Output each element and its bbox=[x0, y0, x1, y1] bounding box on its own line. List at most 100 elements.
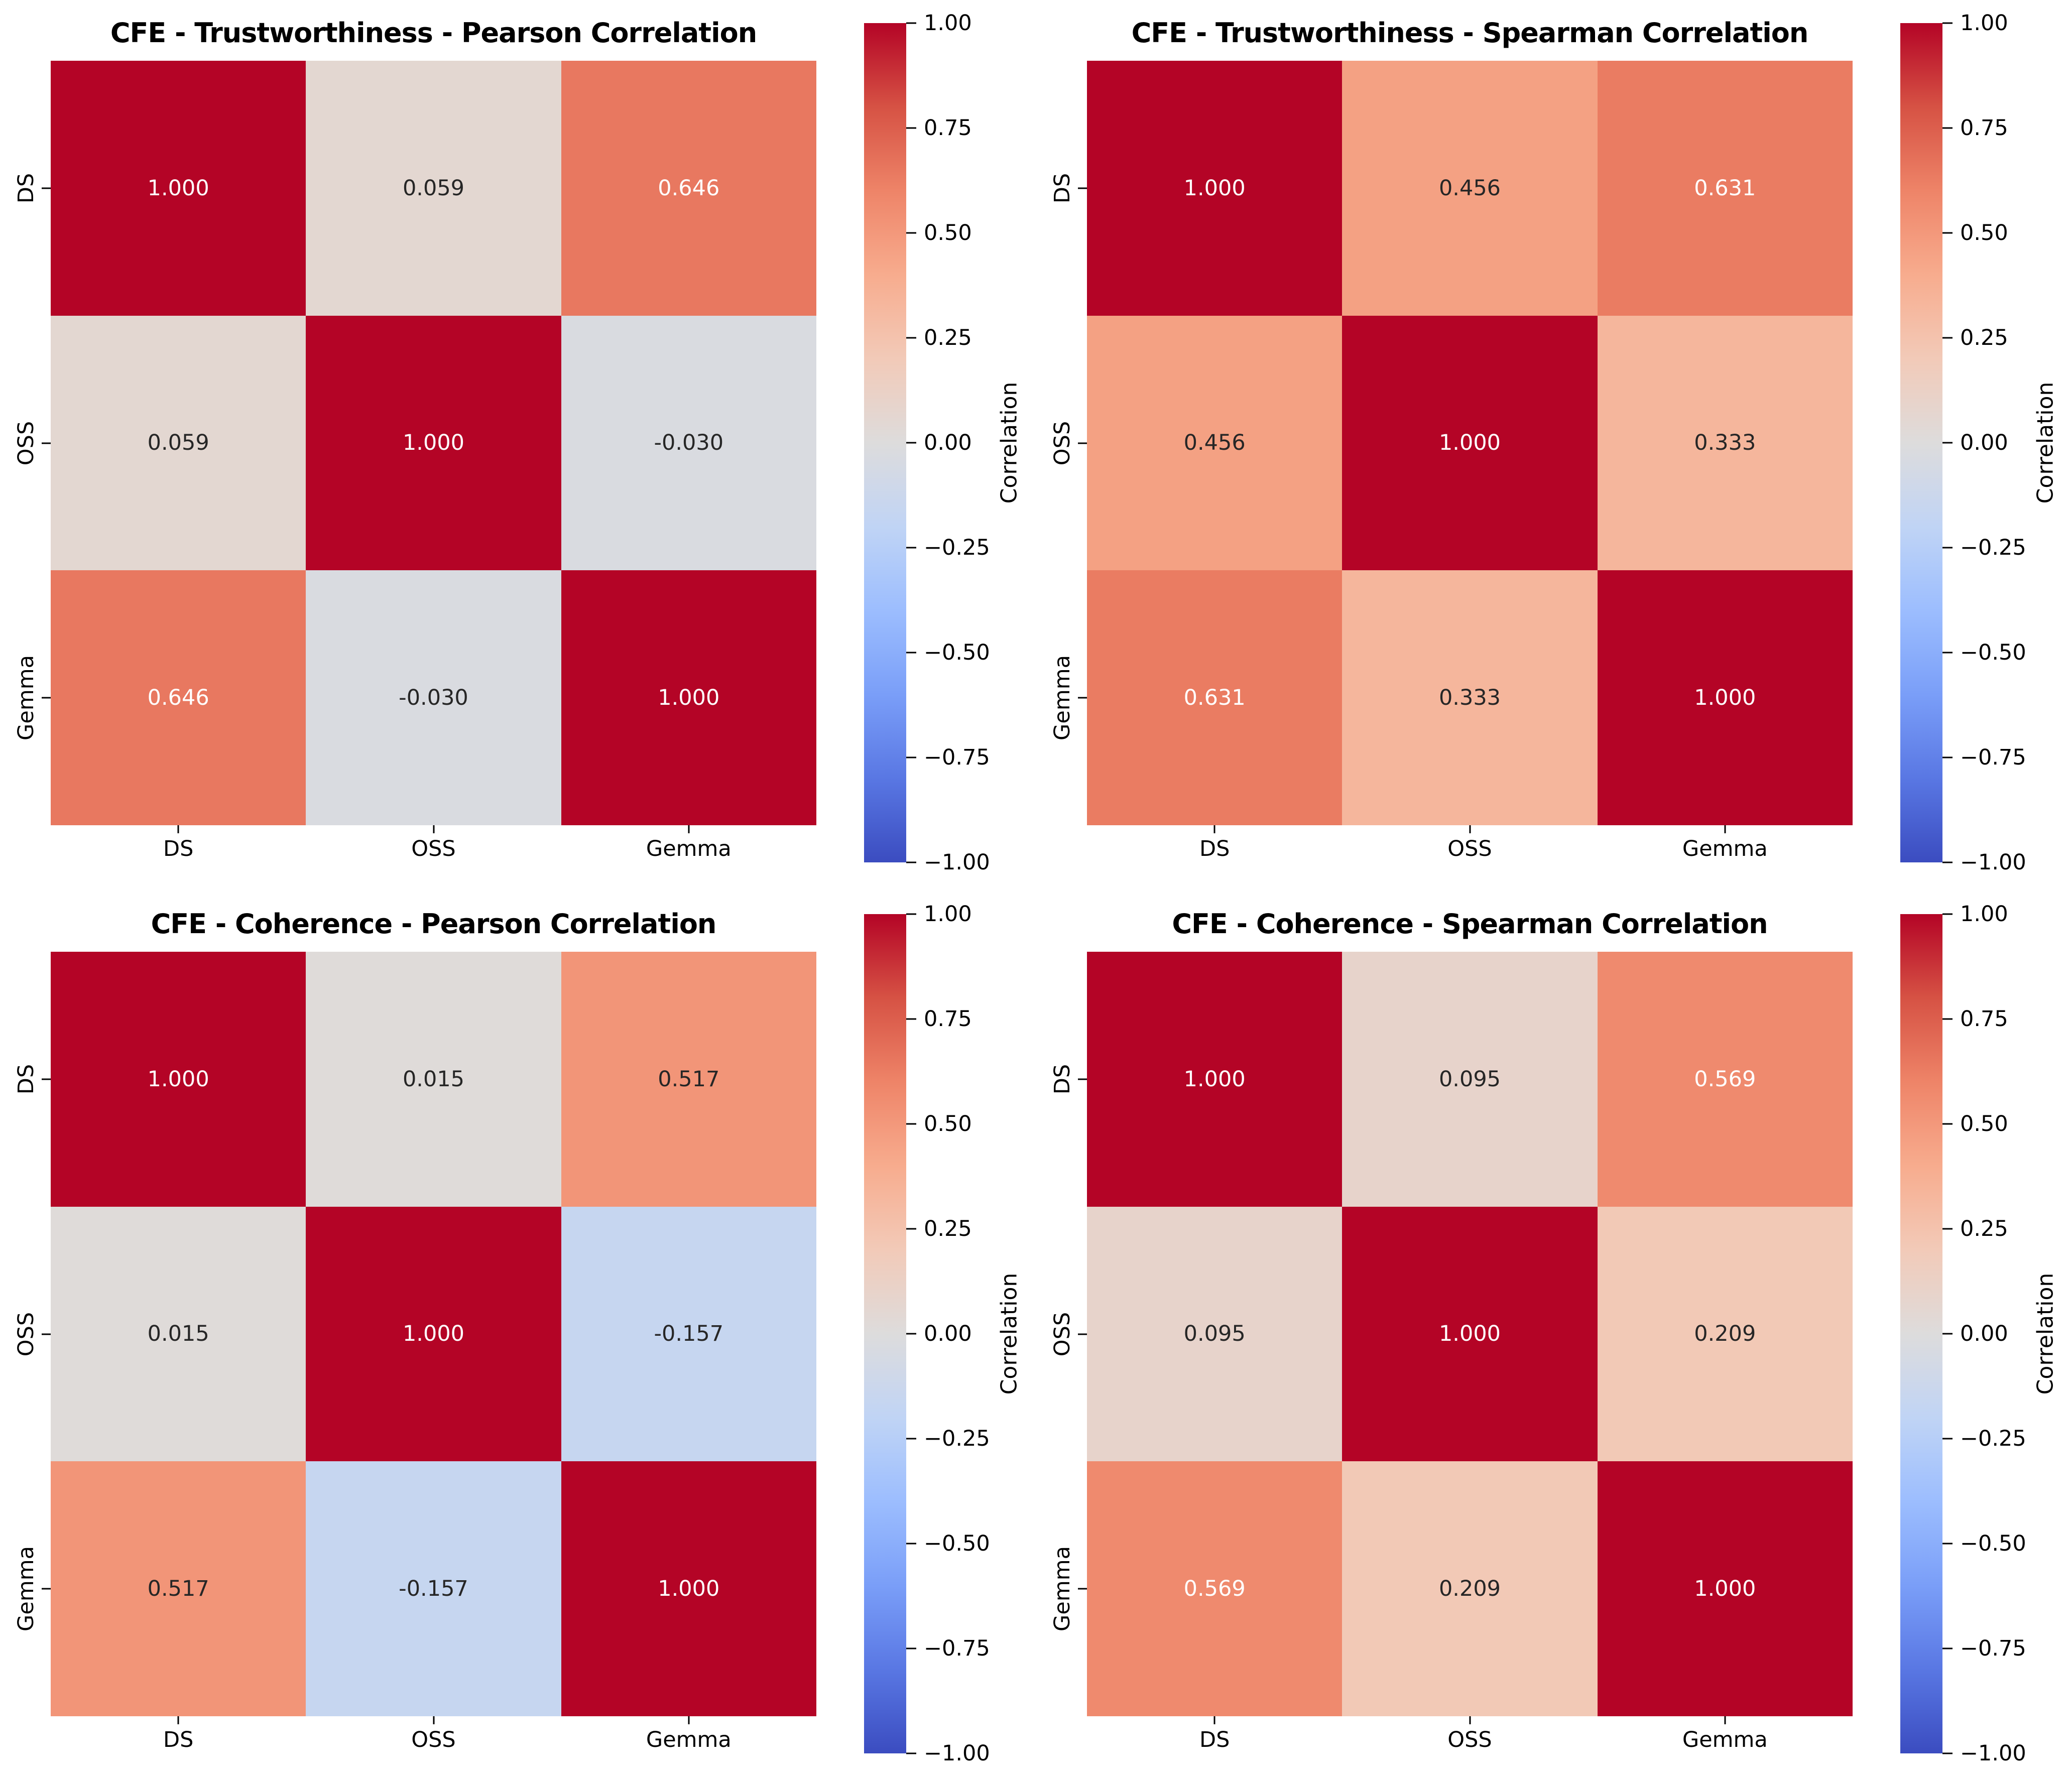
cell-value: 1.000 bbox=[147, 1066, 209, 1092]
colorbar-tick-mark bbox=[1942, 756, 1953, 758]
heatmap-cell-Gemma-DS: 0.646 bbox=[51, 570, 306, 825]
colorbar-tick-mark bbox=[906, 1333, 916, 1335]
colorbar-tick-label: −0.25 bbox=[1960, 535, 2026, 560]
colorbar-tick-mark bbox=[1942, 1123, 1953, 1125]
heatmap-cell-OSS-OSS: 1.000 bbox=[1342, 1206, 1598, 1462]
colorbar-label: Correlation bbox=[2032, 1272, 2058, 1395]
x-tick-mark bbox=[1724, 825, 1726, 833]
cell-value: 1.000 bbox=[1183, 175, 1246, 201]
x-tick-mark bbox=[177, 1716, 179, 1724]
x-tick-mark bbox=[1724, 1716, 1726, 1724]
colorbar-tick-mark bbox=[906, 913, 916, 915]
cell-value: 0.569 bbox=[1694, 1066, 1756, 1092]
heatmap-cell-DS-DS: 1.000 bbox=[1087, 61, 1343, 316]
colorbar-tick-label: −1.00 bbox=[1960, 850, 2026, 875]
heatmap-cell-DS-OSS: 0.095 bbox=[1342, 952, 1598, 1207]
y-tick-label-Gemma: Gemma bbox=[14, 1546, 39, 1632]
y-tick-label-OSS: OSS bbox=[14, 421, 39, 465]
y-tick-label-DS: DS bbox=[14, 173, 39, 204]
colorbar-tick-label: 0.00 bbox=[924, 1321, 972, 1346]
heatmap-cell-DS-OSS: 0.059 bbox=[306, 61, 561, 316]
heatmap-cell-DS-OSS: 0.456 bbox=[1342, 61, 1598, 316]
y-tick-label-OSS: OSS bbox=[14, 1312, 39, 1356]
chart-title: CFE - Coherence - Spearman Correlation bbox=[1172, 908, 1768, 940]
colorbar-tick-mark bbox=[1942, 1228, 1953, 1230]
cell-value: 0.569 bbox=[1183, 1576, 1246, 1602]
y-tick-mark bbox=[42, 442, 51, 444]
x-tick-mark bbox=[688, 825, 690, 833]
cell-value: 0.015 bbox=[402, 1066, 465, 1092]
heatmap-cell-Gemma-Gemma: 1.000 bbox=[1597, 570, 1853, 825]
colorbar-tick-mark bbox=[1942, 127, 1953, 129]
colorbar-label: Correlation bbox=[996, 381, 1022, 504]
panel-trustworthiness-spearman: CFE - Trustworthiness - Spearman Correla… bbox=[1036, 0, 2072, 891]
cell-value: 0.095 bbox=[1183, 1321, 1246, 1347]
x-tick-mark bbox=[433, 1716, 434, 1724]
colorbar-tick-label: −0.50 bbox=[1960, 1531, 2026, 1556]
colorbar-tick-label: −0.25 bbox=[924, 1426, 990, 1451]
x-tick-label-DS: DS bbox=[1199, 1727, 1230, 1752]
colorbar-tick-label: 0.50 bbox=[924, 1111, 972, 1136]
colorbar-tick-mark bbox=[906, 1018, 916, 1020]
y-tick-mark bbox=[1078, 442, 1087, 444]
colorbar-tick-label: 0.75 bbox=[924, 115, 972, 141]
cell-value: 1.000 bbox=[1694, 685, 1756, 711]
colorbar-tick-mark bbox=[1942, 913, 1953, 915]
x-tick-mark bbox=[177, 825, 179, 833]
heatmap-cell-DS-Gemma: 0.631 bbox=[1597, 61, 1853, 316]
chart-title: CFE - Coherence - Pearson Correlation bbox=[151, 908, 717, 940]
colorbar-tick-mark bbox=[906, 652, 916, 654]
colorbar-tick-label: −1.00 bbox=[1960, 1741, 2026, 1766]
colorbar-tick-label: 0.00 bbox=[1960, 430, 2008, 455]
x-tick-label-Gemma: Gemma bbox=[646, 1727, 732, 1752]
x-tick-label-OSS: OSS bbox=[411, 1727, 456, 1752]
colorbar-tick-label: 0.25 bbox=[1960, 1216, 2008, 1241]
heatmap-cell-DS-Gemma: 0.517 bbox=[561, 952, 816, 1207]
colorbar-tick-mark bbox=[1942, 861, 1953, 863]
x-tick-mark bbox=[1213, 1716, 1215, 1724]
colorbar-tick-mark bbox=[1942, 1647, 1953, 1649]
colorbar-tick-mark bbox=[906, 442, 916, 444]
cell-value: 0.517 bbox=[658, 1066, 720, 1092]
x-tick-label-Gemma: Gemma bbox=[1682, 1727, 1768, 1752]
cell-value: 0.646 bbox=[658, 175, 720, 201]
colorbar-tick-label: −0.75 bbox=[1960, 1636, 2026, 1661]
cell-value: 0.646 bbox=[147, 685, 209, 711]
colorbar-tick-mark bbox=[1942, 1333, 1953, 1335]
cell-value: 0.059 bbox=[147, 430, 209, 456]
colorbar-tick-mark bbox=[1942, 1543, 1953, 1545]
cell-value: -0.030 bbox=[399, 685, 468, 711]
colorbar-tick-mark bbox=[906, 1228, 916, 1230]
x-tick-label-DS: DS bbox=[163, 1727, 194, 1752]
colorbar-tick-label: 0.25 bbox=[924, 1216, 972, 1241]
colorbar-tick-mark bbox=[906, 22, 916, 24]
colorbar-tick-label: −1.00 bbox=[924, 850, 990, 875]
cell-value: 0.631 bbox=[1694, 175, 1756, 201]
colorbar-tick-mark bbox=[906, 1123, 916, 1125]
colorbar-tick-mark bbox=[906, 1543, 916, 1545]
heatmap-cell-Gemma-Gemma: 1.000 bbox=[1597, 1461, 1853, 1716]
cell-value: 1.000 bbox=[1438, 430, 1501, 456]
colorbar-tick-label: −0.50 bbox=[1960, 640, 2026, 665]
colorbar-tick-label: −0.25 bbox=[924, 535, 990, 560]
colorbar-tick-label: −0.75 bbox=[924, 745, 990, 770]
colorbar-tick-label: 1.00 bbox=[1960, 902, 2008, 927]
heatmap-cell-DS-DS: 1.000 bbox=[1087, 952, 1343, 1207]
heatmap-cell-Gemma-DS: 0.631 bbox=[1087, 570, 1343, 825]
y-tick-mark bbox=[1078, 187, 1087, 189]
colorbar-tick-mark bbox=[906, 547, 916, 549]
x-tick-mark bbox=[1213, 825, 1215, 833]
cell-value: 0.059 bbox=[402, 175, 465, 201]
cell-value: -0.157 bbox=[654, 1321, 724, 1347]
y-tick-mark bbox=[1078, 697, 1087, 699]
x-tick-label-OSS: OSS bbox=[1447, 836, 1492, 861]
colorbar-tick-mark bbox=[906, 232, 916, 234]
y-tick-label-Gemma: Gemma bbox=[1050, 1546, 1075, 1632]
heatmap-grid: 1.000 0.059 0.646 0.059 1.000 -0.030 0.646 -0.0… bbox=[51, 61, 816, 825]
panel-coherence-pearson: CFE - Coherence - Pearson Correlation 1.… bbox=[0, 891, 1036, 1782]
x-tick-label-OSS: OSS bbox=[1447, 1727, 1492, 1752]
heatmap-cell-Gemma-OSS: -0.030 bbox=[306, 570, 561, 825]
y-tick-label-OSS: OSS bbox=[1050, 421, 1075, 465]
heatmap-cell-Gemma-Gemma: 1.000 bbox=[561, 1461, 816, 1716]
colorbar-tick-mark bbox=[1942, 337, 1953, 339]
